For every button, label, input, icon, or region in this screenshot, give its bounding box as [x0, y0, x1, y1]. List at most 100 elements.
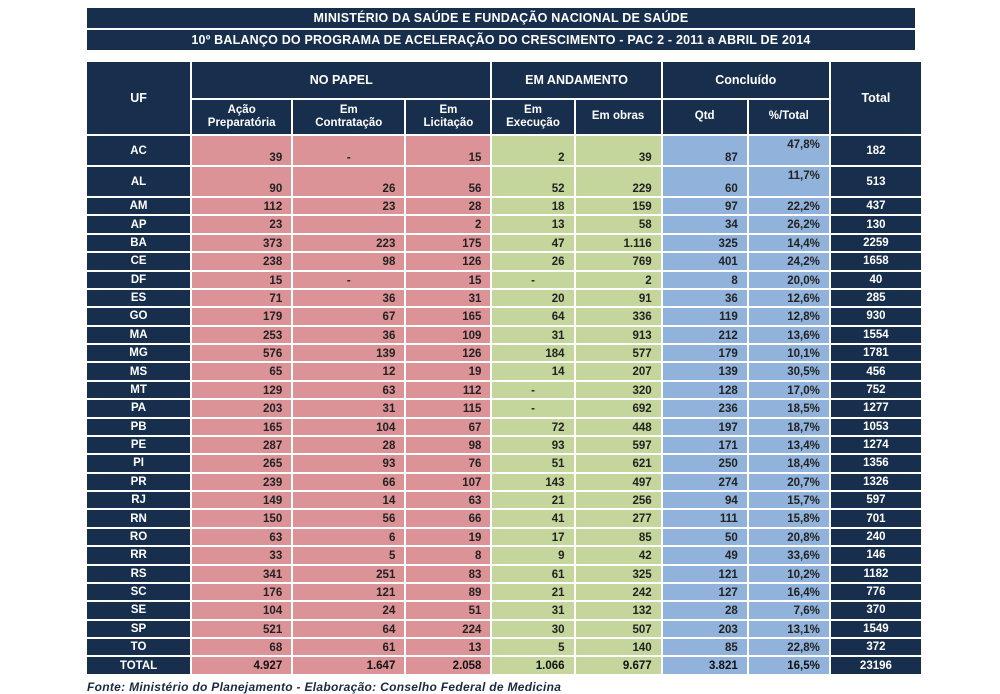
data-cell: 274 [662, 473, 747, 490]
report-content: MINISTÉRIO DA SAÚDE E FUNDAÇÃO NACIONAL … [85, 8, 923, 694]
row-total-cell: 752 [830, 381, 921, 399]
row-total-cell: 1326 [830, 473, 921, 490]
data-cell: 24,2% [748, 253, 829, 270]
data-cell: 47 [492, 234, 574, 252]
data-cell: 149 [192, 492, 292, 509]
data-cell: 36 [293, 326, 405, 343]
table-row: AL 90 26 56 52 229 60 11,7% 513 [87, 167, 921, 196]
data-cell: 143 [492, 473, 574, 490]
data-cell: 577 [575, 345, 661, 362]
data-cell: 72 [492, 418, 574, 435]
data-cell: 224 [406, 620, 491, 637]
data-cell: 5 [492, 639, 574, 656]
data-cell: 2.058 [406, 657, 491, 674]
row-total-cell: 23196 [830, 657, 921, 674]
data-cell: 31 [406, 289, 491, 307]
col-header-qtd: Qtd [662, 100, 747, 134]
data-cell: 109 [406, 326, 491, 343]
data-cell: 24 [293, 602, 405, 619]
table-row: ES 71 36 31 20 91 36 12,6% 285 [87, 289, 921, 307]
table-row: MS 65 12 19 14 207 139 30,5% 456 [87, 363, 921, 380]
row-total-cell: 513 [830, 167, 921, 196]
row-total-cell: 370 [830, 602, 921, 619]
data-cell: 111 [662, 510, 747, 527]
row-total-cell: 146 [830, 547, 921, 564]
row-total-cell: 372 [830, 639, 921, 656]
data-cell: 597 [575, 436, 661, 454]
data-cell: 253 [192, 326, 292, 343]
data-cell: 90 [192, 167, 292, 196]
data-cell: 17 [492, 528, 574, 546]
data-cell: 179 [192, 308, 292, 325]
data-cell: 128 [662, 381, 747, 399]
data-cell: 31 [293, 400, 405, 417]
data-cell: 251 [293, 565, 405, 582]
source-note: Fonte: Ministério do Planejamento - Elab… [87, 679, 562, 694]
data-cell: 56 [406, 167, 491, 196]
data-cell: 373 [192, 234, 292, 252]
group-header-concluido: Concluído [662, 62, 829, 98]
data-cell: 61 [293, 639, 405, 656]
data-cell: 176 [192, 583, 292, 601]
data-cell: - [293, 271, 405, 288]
uf-cell: ES [87, 289, 191, 307]
data-cell: 14 [492, 363, 574, 380]
row-total-cell: 130 [830, 216, 921, 233]
data-cell: 132 [575, 602, 661, 619]
sub-header-row: Ação Preparatória Em Contratação Em Lici… [87, 100, 921, 134]
table-row: AC 39-15 2 39 87 47,8% 182 [87, 136, 921, 165]
uf-cell: MG [87, 345, 191, 362]
data-cell: 28 [293, 436, 405, 454]
data-cell: 165 [406, 308, 491, 325]
data-cell: 13,1% [748, 620, 829, 637]
uf-cell: AL [87, 167, 191, 196]
data-cell: 13,6% [748, 326, 829, 343]
uf-cell: MT [87, 381, 191, 399]
data-cell: 229 [575, 167, 661, 196]
data-cell: 139 [662, 363, 747, 380]
uf-cell: AP [87, 216, 191, 233]
data-cell: 15 [192, 271, 292, 288]
data-cell: 18,4% [748, 455, 829, 472]
uf-cell: CE [87, 253, 191, 270]
table-row: PI 265 93 76 51 621 250 18,4% 1356 [87, 455, 921, 472]
table-row: MG 576 139 126 184 577 179 10,1% 1781 [87, 345, 921, 362]
table-row: SP 521 64 224 30 507 203 13,1% 1549 [87, 620, 921, 637]
data-cell: 21 [492, 583, 574, 601]
data-cell: 33,6% [748, 547, 829, 564]
data-cell: 13,4% [748, 436, 829, 454]
data-cell: 1.066 [492, 657, 574, 674]
data-cell: 14 [293, 492, 405, 509]
data-cell: 64 [293, 620, 405, 637]
data-cell: - [293, 136, 405, 165]
data-cell: 68 [192, 639, 292, 656]
uf-cell: PE [87, 436, 191, 454]
data-cell: 236 [662, 400, 747, 417]
data-cell: 60 [662, 167, 747, 196]
report-subtitle: 10º BALANÇO DO PROGRAMA DE ACELERAÇÃO DO… [87, 30, 915, 50]
data-cell: 39 [192, 136, 292, 165]
data-cell: 18 [492, 198, 574, 215]
row-total-cell: 1053 [830, 418, 921, 435]
data-cell: 36 [662, 289, 747, 307]
data-cell: 341 [192, 565, 292, 582]
data-cell: 112 [192, 198, 292, 215]
group-header-no-papel: NO PAPEL [192, 62, 491, 98]
uf-cell: SC [87, 583, 191, 601]
table-row: RR 33 5 8 9 42 49 33,6% 146 [87, 547, 921, 564]
data-cell: 98 [293, 253, 405, 270]
data-cell [293, 216, 405, 233]
uf-cell: TOTAL [87, 657, 191, 674]
data-cell: 18,7% [748, 418, 829, 435]
data-cell: 277 [575, 510, 661, 527]
data-cell: 30 [492, 620, 574, 637]
data-cell: 21 [492, 492, 574, 509]
data-cell: 184 [492, 345, 574, 362]
uf-column-header: UF [87, 62, 191, 134]
table-row: PE 287 28 98 93 597 171 13,4% 1274 [87, 436, 921, 454]
uf-cell: RR [87, 547, 191, 564]
uf-cell: BA [87, 234, 191, 252]
data-cell: 521 [192, 620, 292, 637]
table-row: PR 239 66 107 143 497 274 20,7% 1326 [87, 473, 921, 490]
table-row: RJ 149 14 63 21 256 94 15,7% 597 [87, 492, 921, 509]
